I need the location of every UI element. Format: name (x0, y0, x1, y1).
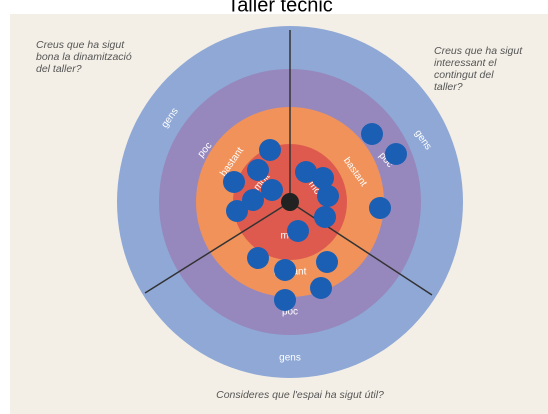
target (117, 26, 463, 378)
dot (317, 185, 339, 207)
dot (274, 289, 296, 311)
dot (247, 159, 269, 181)
dot (314, 206, 336, 228)
dot (385, 143, 407, 165)
dot (274, 259, 296, 281)
dot (316, 251, 338, 273)
dot (247, 247, 269, 269)
title: Taller tècnic (227, 0, 333, 16)
dot (226, 200, 248, 222)
dot (223, 171, 245, 193)
ring-label: gens (279, 353, 301, 364)
dot (369, 197, 391, 219)
dot (361, 123, 383, 145)
dot (259, 139, 281, 161)
dot (287, 220, 309, 242)
photo: Taller tècnic genspocbastantmoltgenspocb… (0, 0, 548, 414)
question: Consideres que l'espai ha sigut útil? (216, 389, 384, 401)
center (281, 193, 299, 211)
page: Taller tècnic genspocbastantmoltgenspocb… (0, 0, 548, 414)
dot (310, 277, 332, 299)
dot (261, 179, 283, 201)
